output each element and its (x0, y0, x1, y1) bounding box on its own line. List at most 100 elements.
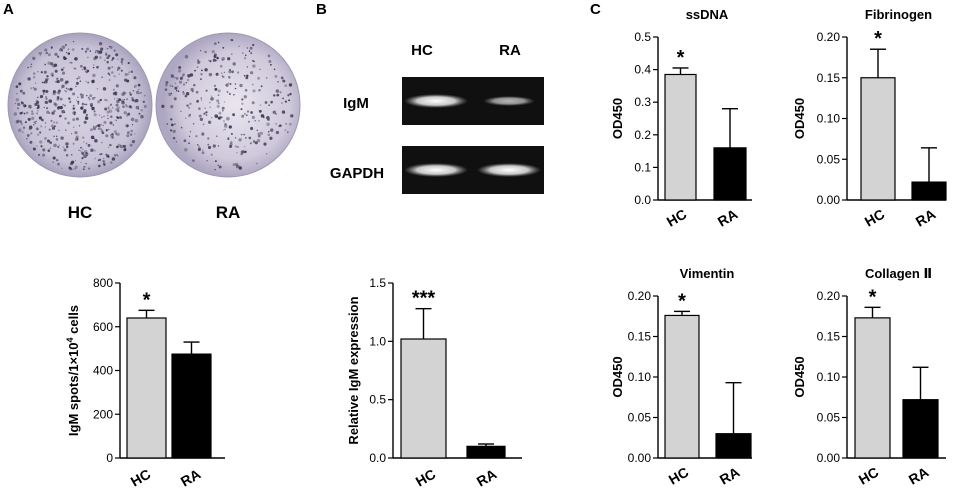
well-spot (84, 70, 87, 73)
well-spot (241, 114, 245, 118)
well-spot (36, 145, 38, 147)
well-spot (216, 56, 219, 60)
well-spot (116, 97, 118, 100)
well-spot (215, 115, 218, 118)
well-spot (109, 45, 113, 49)
well-spot (233, 94, 235, 96)
well-spot (93, 113, 97, 117)
well-spot (134, 118, 139, 123)
well-spot (22, 126, 26, 129)
well-spot (94, 96, 96, 99)
well-spot (83, 154, 87, 158)
well-spot (67, 121, 71, 125)
well-spot (72, 104, 75, 107)
y-tick-label: 0.15 (817, 330, 841, 344)
well-spot (275, 113, 278, 116)
chart-collagen-ii: 0.00 0.05 0.10 0.15 0.20 * HC RA OD450 Collagen Ⅱ (792, 266, 946, 488)
well-spot (23, 112, 26, 115)
well-spot (18, 82, 22, 86)
well-spot (77, 100, 80, 104)
well-spot (217, 94, 220, 96)
well-spot (42, 93, 45, 95)
well-spot (30, 87, 33, 90)
well-spot (108, 105, 110, 107)
well-spot (273, 68, 276, 71)
well-spot (180, 126, 183, 129)
well-spot (57, 162, 60, 166)
well-spot (91, 97, 95, 100)
y-axis-title-text: OD450 (792, 356, 807, 397)
well-spot (51, 111, 55, 115)
well-spot (171, 85, 174, 88)
well-spot (131, 123, 134, 126)
well-spot (126, 131, 130, 135)
well-spot (217, 89, 221, 93)
well-spot (279, 91, 282, 94)
well-spot (101, 141, 103, 144)
well-spot (65, 145, 69, 149)
well-spot (252, 64, 256, 68)
well-spot (175, 77, 179, 80)
y-tick-label: 0.20 (628, 289, 652, 303)
well-spot (240, 108, 243, 111)
well-spot (38, 52, 41, 54)
well-spot (61, 71, 66, 75)
well-spot (75, 135, 79, 139)
elispot-well-ra (155, 32, 301, 178)
well-spot (127, 112, 131, 116)
well-spot (25, 111, 29, 115)
well-spot (47, 78, 50, 80)
chart-ssdna: 0.0 0.1 0.2 0.3 0.4 0.5 * HC RA OD450 ssDNA (610, 7, 752, 230)
well-label-ra: RA (216, 203, 241, 222)
well-spot (102, 124, 104, 127)
well-spot (83, 120, 87, 124)
well-spot (106, 99, 109, 102)
well-spot (169, 84, 172, 87)
well-spot (106, 56, 110, 60)
well-spot (26, 133, 30, 137)
well-spot (256, 162, 258, 165)
well-spot (231, 53, 233, 55)
well-spot (93, 110, 96, 113)
well-spot (217, 41, 220, 44)
well-spot (232, 62, 236, 66)
well-spot (204, 107, 206, 110)
gel-blot-gapdh (402, 146, 544, 194)
well-spot (189, 131, 192, 133)
well-spot (243, 146, 246, 148)
well-spot (76, 77, 78, 80)
well-spot (127, 62, 130, 65)
well-spot (212, 144, 216, 148)
well-spot (223, 101, 226, 103)
well-spot (56, 55, 60, 58)
well-spot (40, 71, 43, 74)
well-spot (117, 66, 121, 70)
well-spot (85, 142, 88, 145)
well-spot (47, 53, 51, 57)
well-spot (241, 150, 245, 154)
well-spot (129, 105, 133, 109)
well-spot (197, 60, 201, 64)
well-spot (53, 135, 55, 137)
well-spot (212, 58, 217, 62)
well-spot (170, 118, 173, 121)
well-spot (75, 85, 77, 88)
well-spot (111, 66, 114, 69)
well-spot (66, 51, 68, 54)
well-spot (79, 150, 82, 152)
bar-hc (664, 314, 700, 459)
well-spot (52, 161, 55, 164)
well-spot (42, 148, 46, 152)
well-spot (116, 58, 119, 61)
well-spot (128, 105, 132, 109)
well-spot (45, 97, 48, 100)
well-spot (97, 100, 101, 104)
well-spot (244, 54, 247, 57)
well-spot (247, 120, 250, 123)
well-spot (139, 92, 141, 94)
well-spot (236, 152, 238, 154)
well-spot (111, 132, 114, 136)
x-tick-label: HC (128, 466, 154, 490)
well-spot (240, 150, 244, 154)
well-spot (58, 144, 61, 147)
